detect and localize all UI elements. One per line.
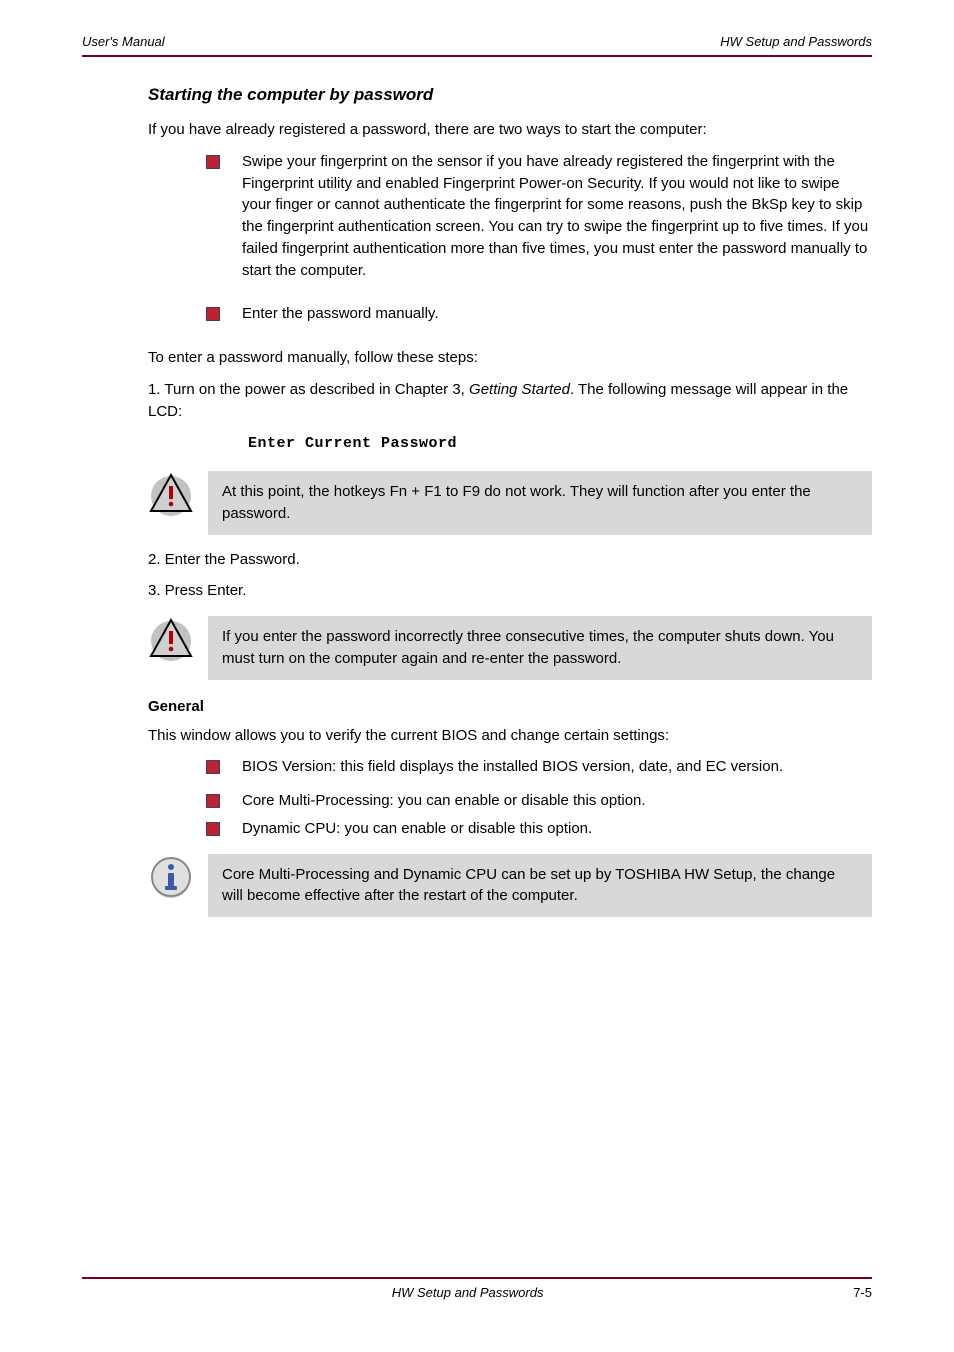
bullet-icon [206,822,220,836]
bullet-text: Dynamic CPU: you can enable or disable t… [242,818,872,840]
info-text-content: Core Multi-Processing and Dynamic CPU ca… [222,864,858,908]
step1-link: Getting Started [469,381,570,398]
general-title: General [148,698,872,715]
warning-text: At this point, the hotkeys Fn + F1 to F9… [208,471,872,535]
header-left: User's Manual [82,34,165,49]
page-footer: HW Setup and Passwords 7-5 [82,1277,872,1300]
step-3: 3. Press Enter. [148,580,872,602]
warning-text-content: At this point, the hotkeys Fn + F1 to F9… [222,481,858,525]
list-item: Dynamic CPU: you can enable or disable t… [206,818,872,840]
step1-prefix: 1. Turn on the power as described in Cha… [148,381,469,398]
info-text: Core Multi-Processing and Dynamic CPU ca… [208,854,872,918]
info-callout: Core Multi-Processing and Dynamic CPU ca… [148,854,872,918]
list-item: Core Multi-Processing: you can enable or… [206,790,872,812]
manual-intro: To enter a password manually, follow the… [148,347,872,369]
bullet-icon [206,307,220,321]
footer-center: HW Setup and Passwords [82,1285,853,1300]
warning-callout-hotkeys: At this point, the hotkeys Fn + F1 to F9… [148,471,872,535]
footer-page-number: 7-5 [853,1285,872,1300]
warning-icon [148,616,194,662]
bullet-icon [206,760,220,774]
warning-text-content: If you enter the password incorrectly th… [222,626,858,670]
page-header: User's Manual HW Setup and Passwords [82,34,872,57]
list-item: BIOS Version: this field displays the in… [206,756,872,778]
password-prompt-text: Enter Current Password [248,435,457,452]
step-1: 1. Turn on the power as described in Cha… [148,379,872,423]
bullet-icon [206,794,220,808]
warning-text: If you enter the password incorrectly th… [208,616,872,680]
section-title: Starting the computer by password [148,85,872,105]
list-item: Enter the password manually. [206,303,872,325]
list-item: Swipe your fingerprint on the sensor if … [206,151,872,282]
header-right: HW Setup and Passwords [720,34,872,49]
bullet-text: Core Multi-Processing: you can enable or… [242,790,872,812]
general-bullets: BIOS Version: this field displays the in… [206,756,872,839]
step-2: 2. Enter the Password. [148,549,872,571]
info-icon [148,854,194,900]
page: User's Manual HW Setup and Passwords Sta… [0,0,954,1352]
bullet-text: BIOS Version: this field displays the in… [242,756,872,778]
start-methods-list: Swipe your fingerprint on the sensor if … [206,151,872,325]
warning-callout-retries: If you enter the password incorrectly th… [148,616,872,680]
section-intro: If you have already registered a passwor… [148,119,872,141]
password-prompt: Enter Current Password [248,432,872,455]
section-starting-by-password: Starting the computer by password If you… [148,85,872,917]
bullet-text: Swipe your fingerprint on the sensor if … [242,151,872,282]
bullet-text: Enter the password manually. [242,303,872,325]
general-intro: This window allows you to verify the cur… [148,725,872,747]
bullet-icon [206,155,220,169]
warning-icon [148,471,194,517]
